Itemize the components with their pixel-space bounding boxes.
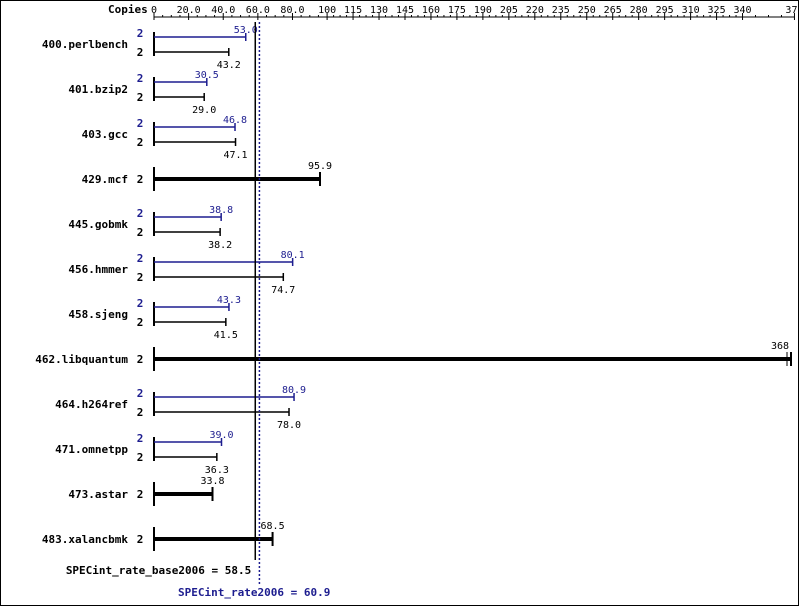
copies-value: 2	[137, 387, 144, 400]
peak-value-label: 39.0	[209, 430, 233, 441]
x-tick-label: 80.0	[280, 5, 304, 16]
bar-value-label: 33.8	[200, 476, 224, 487]
copies-value: 2	[137, 27, 144, 40]
benchmark-label: 462.libquantum	[35, 353, 128, 366]
peak-value-label: 30.5	[195, 70, 219, 81]
base-value-label: 38.2	[208, 240, 232, 251]
base-value-label: 47.1	[223, 150, 247, 161]
x-tick-label: 100	[318, 5, 336, 16]
copies-value: 2	[137, 252, 144, 265]
peak-value-label: 43.3	[217, 295, 241, 306]
x-tick-label: 175	[448, 5, 466, 16]
x-tick-label: 115	[344, 5, 362, 16]
base-value-label: 29.0	[192, 105, 216, 116]
x-tick-label: 250	[578, 5, 596, 16]
x-tick-label: 235	[552, 5, 570, 16]
x-tick-label: 0	[151, 5, 157, 16]
copies-value: 2	[137, 432, 144, 445]
bar-value-label: 368	[771, 341, 789, 352]
x-tick-label: 340	[734, 5, 752, 16]
base-value-label: 36.3	[205, 465, 229, 476]
base-value-label: 43.2	[217, 60, 241, 71]
base-value-label: 78.0	[277, 420, 301, 431]
benchmark-label: 458.sjeng	[68, 308, 128, 321]
x-tick-label: 280	[630, 5, 648, 16]
copies-value: 2	[137, 207, 144, 220]
base-value-label: 41.5	[214, 330, 238, 341]
x-tick-label: 265	[604, 5, 622, 16]
x-tick-label: 60.0	[246, 5, 270, 16]
bar-value-label: 68.5	[261, 521, 285, 532]
copies-value: 2	[137, 271, 144, 284]
benchmark-label: 483.xalancbmk	[42, 533, 128, 546]
copies-value: 2	[137, 353, 144, 366]
benchmark-label: 456.hmmer	[68, 263, 128, 276]
base-bar	[154, 177, 321, 181]
copies-value: 2	[137, 136, 144, 149]
base-value-label: 74.7	[271, 285, 295, 296]
x-tick-label: 160	[422, 5, 440, 16]
copies-header: Copies	[108, 3, 148, 16]
copies-value: 2	[137, 488, 144, 501]
copies-value: 2	[137, 46, 144, 59]
benchmark-label: 429.mcf	[82, 173, 128, 186]
x-tick-label: 325	[708, 5, 726, 16]
benchmark-label: 464.h264ref	[55, 398, 128, 411]
reference-lines: SPECint_rate_base2006 = 58.5 SPECint_rate…	[66, 22, 330, 599]
copies-value: 2	[137, 173, 144, 186]
base-bar	[154, 492, 213, 496]
copies-value: 2	[137, 91, 144, 104]
x-tick-label: 145	[396, 5, 414, 16]
base-bar	[154, 357, 791, 361]
x-tick-label: 310	[682, 5, 700, 16]
x-tick-label: 40.0	[211, 5, 235, 16]
copies-value: 2	[137, 316, 144, 329]
benchmark-label: 400.perlbench	[42, 38, 128, 51]
benchmark-label: 471.omnetpp	[55, 443, 128, 456]
peak-value-label: 38.8	[209, 205, 233, 216]
peak-value-label: 46.8	[223, 115, 247, 126]
x-tick-label: 20.0	[177, 5, 201, 16]
x-tick-label: 205	[500, 5, 518, 16]
copies-value: 2	[137, 533, 144, 546]
benchmark-label: 445.gobmk	[68, 218, 128, 231]
bar-value-label: 95.9	[308, 161, 332, 172]
peak-value-label: 80.1	[281, 250, 305, 261]
benchmark-label: 401.bzip2	[68, 83, 128, 96]
copies-value: 2	[137, 406, 144, 419]
x-axis: Copies 0 20.0 40.0 60.0 80.0 100 115 130 145 160 17…	[108, 3, 799, 20]
peak-value-label: 53.0	[234, 25, 258, 36]
copies-value: 2	[137, 72, 144, 85]
peak-value-label: 80.9	[282, 385, 306, 396]
x-tick-label: 295	[656, 5, 674, 16]
copies-value: 2	[137, 226, 144, 239]
x-tick-label: 130	[370, 5, 388, 16]
copies-value: 2	[137, 451, 144, 464]
copies-value: 2	[137, 117, 144, 130]
base-bar	[154, 537, 273, 541]
copies-value: 2	[137, 297, 144, 310]
base-metric-label: SPECint_rate_base2006 = 58.5	[66, 564, 251, 577]
x-tick-label: 220	[526, 5, 544, 16]
benchmark-label: 403.gcc	[82, 128, 128, 141]
peak-metric-label: SPECint_rate2006 = 60.9	[178, 586, 330, 599]
benchmark-label: 473.astar	[68, 488, 128, 501]
x-tick-label: 370	[785, 5, 799, 16]
x-tick-label: 190	[474, 5, 492, 16]
